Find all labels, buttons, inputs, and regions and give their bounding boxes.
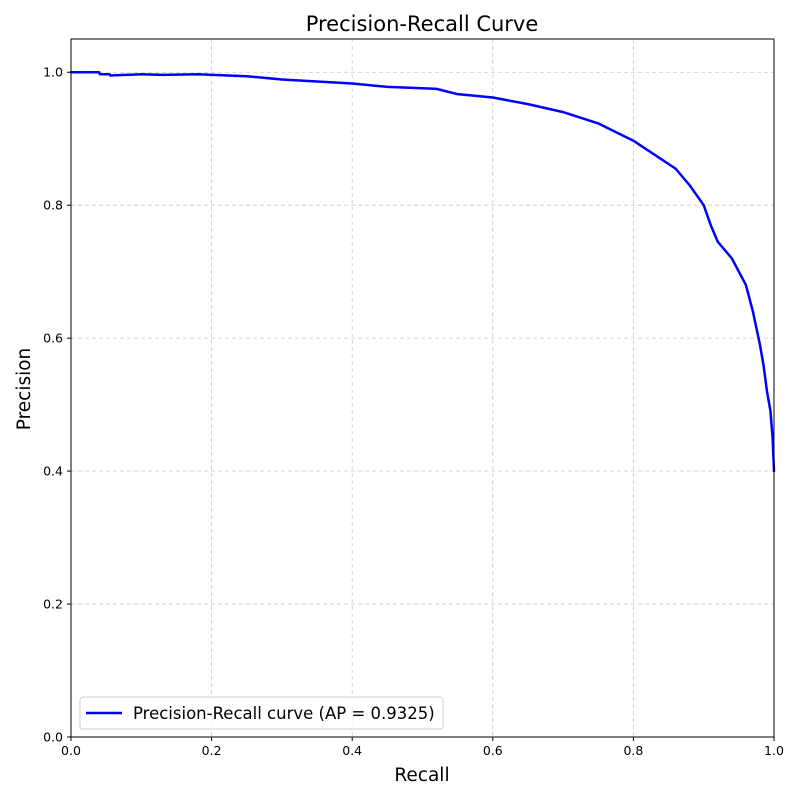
y-tick-label: 0.4 bbox=[43, 464, 63, 479]
y-tick-label: 0.2 bbox=[43, 597, 63, 612]
x-tick-label: 0.6 bbox=[483, 743, 503, 758]
y-tick-label: 0.8 bbox=[43, 198, 63, 213]
x-tick-label: 0.8 bbox=[623, 743, 643, 758]
y-tick-label: 1.0 bbox=[43, 65, 63, 80]
x-tick-label: 0.0 bbox=[61, 743, 81, 758]
series-layer bbox=[69, 70, 776, 473]
chart-title: Precision-Recall Curve bbox=[306, 12, 539, 36]
x-tick-label: 0.4 bbox=[342, 743, 362, 758]
ticks: 0.0 0.2 0.4 0.6 0.8 1.0 0.0 0.2 0.4 0.6 0.8 1.0 bbox=[43, 65, 784, 758]
legend: Precision-Recall curve (AP = 0.9325) bbox=[79, 696, 444, 730]
y-tick-label: 0.6 bbox=[43, 331, 63, 346]
y-axis-title: Precision bbox=[14, 348, 35, 431]
plot-frame bbox=[70, 38, 775, 738]
x-tick-label: 0.2 bbox=[202, 743, 222, 758]
series-line-0 bbox=[69, 70, 776, 473]
x-axis-title: Recall bbox=[394, 765, 449, 786]
legend-box bbox=[79, 696, 444, 730]
y-tick-label: 0.0 bbox=[43, 730, 63, 745]
legend-label: Precision-Recall curve (AP = 0.9325) bbox=[133, 704, 435, 723]
x-tick-label: 1.0 bbox=[764, 743, 784, 758]
